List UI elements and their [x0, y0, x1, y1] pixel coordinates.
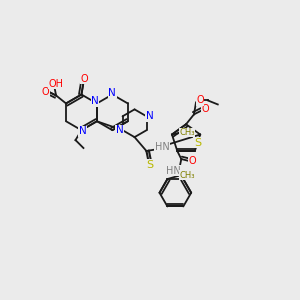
- Text: O: O: [196, 95, 204, 106]
- Text: N: N: [91, 97, 99, 106]
- Text: O: O: [81, 74, 88, 84]
- Text: HN: HN: [166, 166, 181, 176]
- Text: HN: HN: [155, 142, 170, 152]
- Text: N: N: [79, 126, 86, 136]
- Text: N: N: [109, 88, 116, 98]
- Text: O: O: [188, 156, 196, 166]
- Text: S: S: [194, 138, 201, 148]
- Text: O: O: [201, 104, 209, 114]
- Text: S: S: [146, 160, 153, 170]
- Text: CH₃: CH₃: [179, 128, 195, 137]
- Text: OH: OH: [49, 79, 64, 88]
- Text: N: N: [146, 111, 153, 121]
- Text: CH₃: CH₃: [179, 170, 195, 179]
- Text: O: O: [41, 86, 49, 97]
- Text: N: N: [116, 125, 123, 135]
